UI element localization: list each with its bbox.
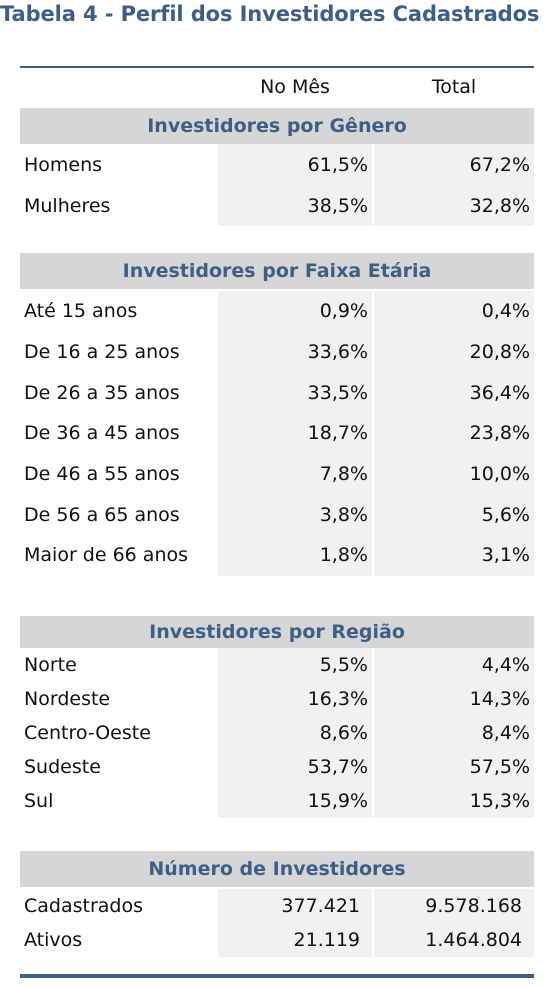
month-value: 18,7% [218, 413, 372, 454]
row-label: Maior de 66 anos [24, 544, 189, 567]
month-value: 377.421 [218, 889, 372, 923]
total-value: 3,1% [374, 535, 534, 576]
section-age: Investidores por Faixa Etária Até 15 ano… [20, 253, 534, 576]
table-row: Norte 5,5% 4,4% [20, 648, 534, 682]
month-value: 3,8% [218, 494, 372, 536]
table-row: De 26 a 35 anos 33,5% 36,4% [20, 372, 534, 414]
column-header-month: No Mês [260, 76, 330, 98]
section-header: Investidores por Gênero [20, 108, 534, 144]
month-value: 16,3% [218, 682, 372, 716]
total-value: 0,4% [374, 291, 534, 332]
row-label: Cadastrados [24, 895, 144, 917]
table-row: Mulheres 38,5% 32,8% [20, 185, 534, 226]
month-value: 8,6% [218, 716, 372, 750]
total-value: 57,5% [374, 750, 534, 784]
total-value: 23,8% [374, 413, 534, 454]
table-row: De 56 a 65 anos 3,8% 5,6% [20, 494, 534, 536]
top-rule [20, 66, 534, 68]
section-header: Investidores por Faixa Etária [20, 253, 534, 289]
month-value: 38,5% [218, 185, 372, 226]
month-value: 21.119 [218, 923, 372, 957]
month-value: 7,8% [218, 453, 372, 495]
total-value: 5,6% [374, 494, 534, 536]
table-row: Homens 61,5% 67,2% [20, 144, 534, 185]
row-label: Nordeste [24, 688, 111, 710]
table-row: Cadastrados 377.421 9.578.168 [20, 889, 534, 923]
table-row: De 36 a 45 anos 18,7% 23,8% [20, 413, 534, 454]
bottom-rule [20, 974, 534, 978]
row-label: Ativos [24, 929, 83, 951]
row-label: De 26 a 35 anos [24, 381, 180, 404]
section-investor-count: Número de Investidores Cadastrados 377.4… [20, 851, 534, 957]
table-row: De 46 a 55 anos 7,8% 10,0% [20, 453, 534, 495]
total-value: 15,3% [374, 784, 534, 818]
column-header-total: Total [431, 76, 477, 98]
total-value: 8,4% [374, 716, 534, 750]
month-value: 33,6% [218, 331, 372, 373]
table-row: Sudeste 53,7% 57,5% [20, 750, 534, 784]
total-value: 9.578.168 [374, 889, 534, 923]
total-value: 4,4% [374, 648, 534, 682]
row-label: De 16 a 25 anos [24, 341, 180, 364]
row-label: Homens [24, 153, 103, 176]
total-value: 67,2% [374, 144, 534, 185]
month-value: 5,5% [218, 648, 372, 682]
row-label: Sudeste [24, 756, 101, 778]
total-value: 36,4% [374, 372, 534, 414]
month-value: 1,8% [218, 535, 372, 576]
month-value: 0,9% [218, 291, 372, 332]
table-row: Nordeste 16,3% 14,3% [20, 682, 534, 716]
row-label: Sul [24, 790, 54, 812]
table-row: De 16 a 25 anos 33,6% 20,8% [20, 331, 534, 373]
total-value: 14,3% [374, 682, 534, 716]
month-value: 15,9% [218, 784, 372, 818]
table-row: Sul 15,9% 15,3% [20, 784, 534, 818]
section-gender: Investidores por Gênero Homens 61,5% 67,… [20, 108, 534, 226]
table-title: Tabela 4 - Perfil dos Investidores Cadas… [0, 2, 540, 26]
row-label: De 56 a 65 anos [24, 503, 180, 526]
section-header: Número de Investidores [20, 851, 534, 887]
total-value: 20,8% [374, 331, 534, 373]
section-region: Investidores por Região Norte 5,5% 4,4% … [20, 616, 534, 818]
month-value: 61,5% [218, 144, 372, 185]
row-label: Até 15 anos [24, 300, 138, 323]
table-row: Maior de 66 anos 1,8% 3,1% [20, 535, 534, 576]
table-row: Até 15 anos 0,9% 0,4% [20, 291, 534, 332]
row-label: Norte [24, 654, 77, 676]
table-row: Centro-Oeste 8,6% 8,4% [20, 716, 534, 750]
section-header: Investidores por Região [20, 616, 534, 648]
row-label: Centro-Oeste [24, 722, 151, 744]
row-label: De 36 a 45 anos [24, 422, 180, 445]
month-value: 33,5% [218, 372, 372, 414]
month-value: 53,7% [218, 750, 372, 784]
row-label: Mulheres [24, 194, 111, 217]
total-value: 10,0% [374, 453, 534, 495]
table-row: Ativos 21.119 1.464.804 [20, 923, 534, 957]
total-value: 1.464.804 [374, 923, 534, 957]
row-label: De 46 a 55 anos [24, 463, 180, 486]
total-value: 32,8% [374, 185, 534, 226]
